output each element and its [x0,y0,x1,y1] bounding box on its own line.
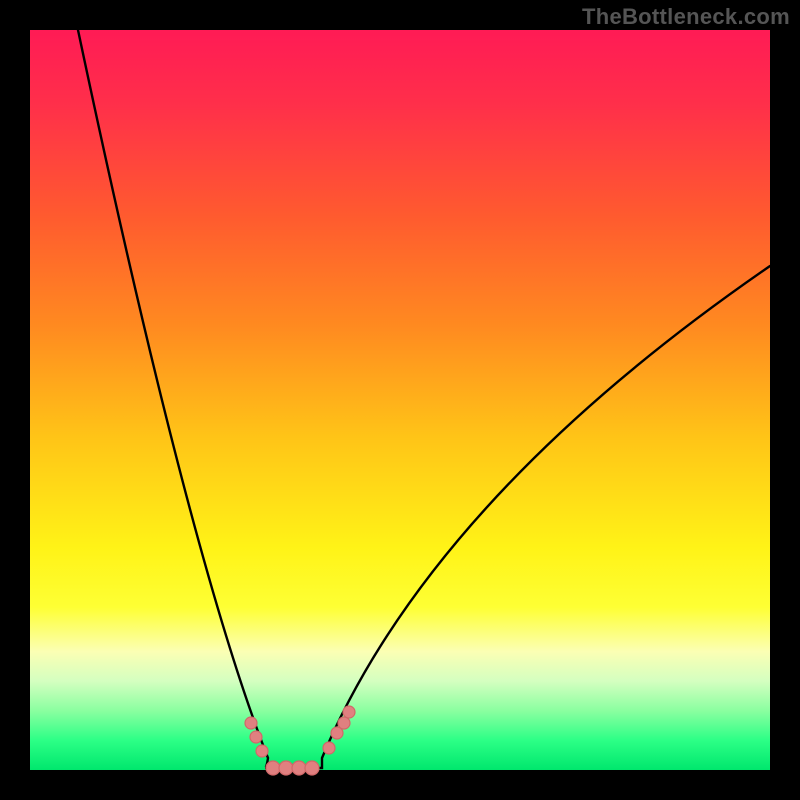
watermark-text: TheBottleneck.com [582,4,790,30]
marker-dot [343,706,355,718]
marker-dot [292,761,306,775]
marker-dot [323,742,335,754]
gradient-background [30,30,770,770]
marker-dot [256,745,268,757]
marker-dot [266,761,280,775]
bottleneck-chart [0,0,800,800]
marker-dot [279,761,293,775]
marker-dot [250,731,262,743]
marker-dot [338,717,350,729]
marker-dot [305,761,319,775]
chart-frame: TheBottleneck.com [0,0,800,800]
marker-dot [245,717,257,729]
